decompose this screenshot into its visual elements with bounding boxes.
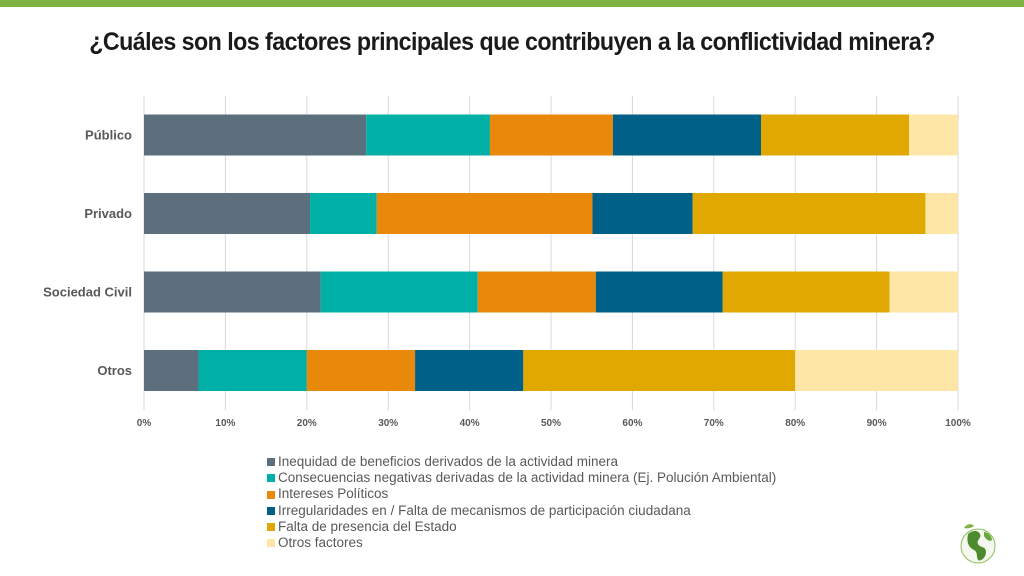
bar-segment <box>722 271 890 313</box>
bar-segment <box>909 114 958 156</box>
legend-item: Irregularidades en / Falta de mecanismos… <box>267 503 776 519</box>
bar-segment <box>612 114 762 156</box>
bar-segment <box>310 193 377 234</box>
legend-swatch <box>267 458 275 467</box>
bar-segment <box>477 271 596 313</box>
category-label: Sociedad Civil <box>43 285 132 300</box>
page-title: ¿Cuáles son los factores principales que… <box>89 28 935 56</box>
legend-label: Irregularidades en / Falta de mecanismos… <box>278 502 691 518</box>
bar-segment <box>889 271 958 313</box>
legend-label: Consecuencias negativas derivadas de la … <box>278 470 777 486</box>
bar-segment <box>144 350 199 391</box>
legend-label: Intereses Políticos <box>278 486 389 502</box>
stacked-bar-chart: 0% 10% 20% 30% 40% 50% 60% 70% 80% 90% 100% Público… <box>43 96 971 430</box>
x-tick-label: 100% <box>945 418 971 429</box>
bar-segment <box>925 193 958 234</box>
bars <box>144 114 958 391</box>
x-tick-label: 10% <box>215 418 235 429</box>
x-tick-label: 30% <box>378 418 398 429</box>
bar-segment <box>415 350 524 391</box>
bar-segment <box>592 193 693 234</box>
category-label: Público <box>85 128 132 143</box>
legend-swatch <box>267 522 275 531</box>
bar-segment <box>595 271 723 313</box>
x-tick-label: 70% <box>704 418 724 429</box>
x-tick-label: 90% <box>867 418 887 429</box>
x-tick-label: 80% <box>785 418 805 429</box>
chart-legend: Inequidad de beneficios derivados de la … <box>267 454 776 551</box>
bar-segment <box>376 193 593 234</box>
category-label: Otros <box>97 363 132 378</box>
legend-label: Otros factores <box>278 535 363 551</box>
bar-segment <box>144 271 321 313</box>
bar-segment <box>795 350 958 391</box>
bar-segment <box>692 193 926 234</box>
x-tick-label: 60% <box>622 418 642 429</box>
bar-segment <box>489 114 613 156</box>
bar-segment <box>761 114 910 156</box>
x-tick-label: 20% <box>297 418 317 429</box>
legend-swatch <box>267 490 275 499</box>
legend-label: Falta de presencia del Estado <box>278 518 457 534</box>
legend-item: Falta de presencia del Estado <box>267 519 776 535</box>
legend-item: Consecuencias negativas derivadas de la … <box>267 470 776 486</box>
bar-segment <box>198 350 307 391</box>
legend-item: Inequidad de beneficios derivados de la … <box>267 454 776 470</box>
bar-segment <box>306 350 416 391</box>
legend-swatch <box>267 506 275 515</box>
globe-logo-icon <box>960 524 996 564</box>
legend-swatch <box>267 474 275 483</box>
bar-segment <box>523 350 796 391</box>
x-tick-label: 50% <box>541 418 561 429</box>
top-accent-bar <box>0 0 1024 7</box>
bar-segment <box>320 271 478 313</box>
legend-swatch <box>267 539 275 548</box>
category-label: Privado <box>84 206 132 221</box>
legend-item: Intereses Políticos <box>267 486 776 502</box>
bar-segment <box>366 114 490 156</box>
bar-segment <box>144 193 311 234</box>
axis-labels: 0% 10% 20% 30% 40% 50% 60% 70% 80% 90% 100% Público… <box>43 128 971 430</box>
bar-segment <box>144 114 367 156</box>
legend-item: Otros factores <box>267 535 776 551</box>
x-tick-label: 40% <box>460 418 480 429</box>
x-tick-label: 0% <box>137 418 152 429</box>
legend-label: Inequidad de beneficios derivados de la … <box>278 454 618 469</box>
